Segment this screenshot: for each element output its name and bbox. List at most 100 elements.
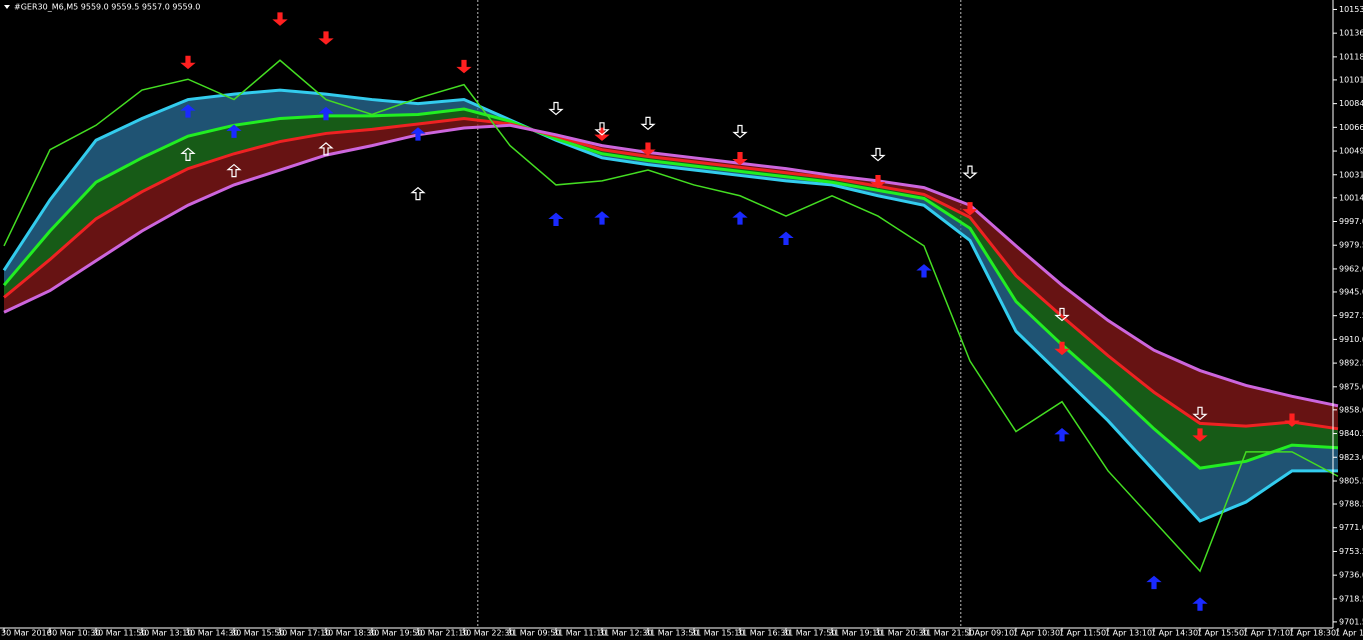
signal-arrow <box>318 106 334 121</box>
ribbon-band <box>4 118 1338 429</box>
signal-arrow <box>870 175 886 189</box>
y-tick-label: 10014.5 <box>1339 193 1363 202</box>
signal-arrow <box>594 211 610 225</box>
signal-arrow <box>226 124 242 138</box>
x-tick-label: 31 Mar 21:50 <box>921 629 974 638</box>
y-tick-label: 9823.0 <box>1339 453 1363 462</box>
signal-arrow <box>962 165 978 179</box>
x-tick-label: 1 Apr 11:50 <box>1059 629 1106 638</box>
x-tick-label: 31 Mar 20:30 <box>875 629 928 638</box>
signal-arrow <box>548 212 564 226</box>
signal-arrow <box>318 142 334 156</box>
y-tick-label: 9840.5 <box>1339 429 1363 438</box>
x-tick-label: 30 Mar 21:10 <box>415 629 468 638</box>
signal-arrow <box>870 147 886 162</box>
y-tick-label: 10153.5 <box>1339 5 1363 14</box>
signal-arrow <box>318 31 334 45</box>
x-tick-label: 1 Apr 18:30 <box>1289 629 1336 638</box>
x-tick-label: 30 Mar 13:10 <box>139 629 192 638</box>
y-tick-label: 9805.5 <box>1339 476 1363 485</box>
moving-average <box>3 123 1339 408</box>
signal-arrow <box>1192 428 1208 442</box>
x-tick-label: 30 Mar 22:30 <box>461 629 514 638</box>
y-tick-label: 9858.0 <box>1339 405 1363 414</box>
x-tick-label: 1 Apr 14:30 <box>1151 629 1198 638</box>
x-tick-label: 30 Mar 17:10 <box>277 629 330 638</box>
y-tick-label: 10049.0 <box>1339 147 1363 156</box>
ribbon-band <box>4 109 1338 469</box>
x-tick-label: 30 Mar 11:50 <box>93 629 146 638</box>
signal-arrow <box>732 151 748 166</box>
price-line <box>3 59 1339 573</box>
signal-arrow <box>1284 413 1300 427</box>
menu-icon <box>4 5 10 9</box>
signal-arrow <box>732 124 748 139</box>
y-tick-label: 9788.5 <box>1339 500 1363 509</box>
x-tick-label: 1 Apr 15:50 <box>1197 629 1244 638</box>
x-tick-label: 31 Mar 16:30 <box>737 629 790 638</box>
chart-title: #GER30_M6,M5 9559.0 9559.5 9557.0 9559.0 <box>14 3 200 12</box>
signal-arrow <box>1192 406 1208 421</box>
ribbon-band <box>4 90 1338 521</box>
x-tick-label: 30 Mar 15:50 <box>231 629 284 638</box>
signal-arrow <box>180 104 196 118</box>
y-tick-label: 9910.0 <box>1339 335 1363 344</box>
x-tick-label: 30 Mar 2016 <box>1 629 52 638</box>
y-tick-label: 9736.0 <box>1339 571 1363 580</box>
y-tick-label: 10031.5 <box>1339 170 1363 179</box>
y-tick-label: 10118.5 <box>1339 52 1363 61</box>
signal-arrow <box>1054 341 1070 356</box>
y-tick-label: 10084.0 <box>1339 99 1363 108</box>
signal-arrow <box>640 116 656 131</box>
y-tick-label: 9997.0 <box>1339 217 1363 226</box>
moving-average <box>2 107 1339 470</box>
x-tick-label: 31 Mar 12:30 <box>599 629 652 638</box>
x-tick-label: 30 Mar 14:30 <box>185 629 238 638</box>
signal-arrow <box>732 211 748 225</box>
x-tick-label: 1 Apr 10:30 <box>1013 629 1060 638</box>
signal-arrow <box>962 202 978 216</box>
y-tick-label: 10066.5 <box>1339 123 1363 132</box>
y-tick-label: 9875.0 <box>1339 382 1363 391</box>
signal-arrow <box>1146 575 1162 590</box>
x-tick-label: 31 Mar 13:50 <box>645 629 698 638</box>
signal-arrow <box>916 264 932 278</box>
y-tick-label: 9927.5 <box>1339 311 1363 320</box>
x-tick-label: 31 Mar 17:50 <box>783 629 836 638</box>
signal-arrow <box>778 231 794 245</box>
y-tick-label: 9753.5 <box>1339 547 1363 556</box>
x-tick-label: 30 Mar 10:30 <box>47 629 100 638</box>
x-tick-label: 31 Mar 11:10 <box>553 629 606 638</box>
signal-arrow <box>410 186 426 201</box>
y-tick-label: 9771.0 <box>1339 523 1363 532</box>
y-tick-label: 10101.5 <box>1339 75 1363 84</box>
signal-arrow <box>1192 597 1208 611</box>
signal-arrow <box>180 147 196 161</box>
signal-arrow <box>594 122 610 136</box>
signal-arrow <box>180 55 196 70</box>
signal-arrow <box>410 127 426 141</box>
y-tick-label: 9945.0 <box>1339 287 1363 296</box>
plot <box>2 0 1339 628</box>
x-tick-label: 31 Mar 15:10 <box>691 629 744 638</box>
y-tick-label: 9701.5 <box>1339 617 1363 626</box>
y-tick-label: 10136.0 <box>1339 29 1363 38</box>
x-tick-label: 30 Mar 18:30 <box>323 629 376 638</box>
x-tick-label: 1 Apr 13:10 <box>1105 629 1152 638</box>
y-tick-label: 9962.0 <box>1339 264 1363 273</box>
x-tick-label: 31 Mar 09:50 <box>507 629 560 638</box>
signal-arrow <box>272 12 288 26</box>
y-tick-label: 9892.5 <box>1339 359 1363 368</box>
moving-average <box>2 88 1338 523</box>
signal-arrow <box>1054 428 1070 442</box>
signal-arrow <box>548 101 564 116</box>
x-tick-label: 30 Mar 19:50 <box>369 629 422 638</box>
signal-arrow <box>456 59 472 74</box>
x-tick-label: 31 Mar 19:10 <box>829 629 882 638</box>
x-tick-label: 1 Apr 09:10 <box>967 629 1014 638</box>
signal-arrow <box>640 142 656 156</box>
y-tick-label: 9979.5 <box>1339 241 1363 250</box>
moving-average <box>3 117 1339 431</box>
x-tick-label: 1 Apr 17:10 <box>1243 629 1290 638</box>
